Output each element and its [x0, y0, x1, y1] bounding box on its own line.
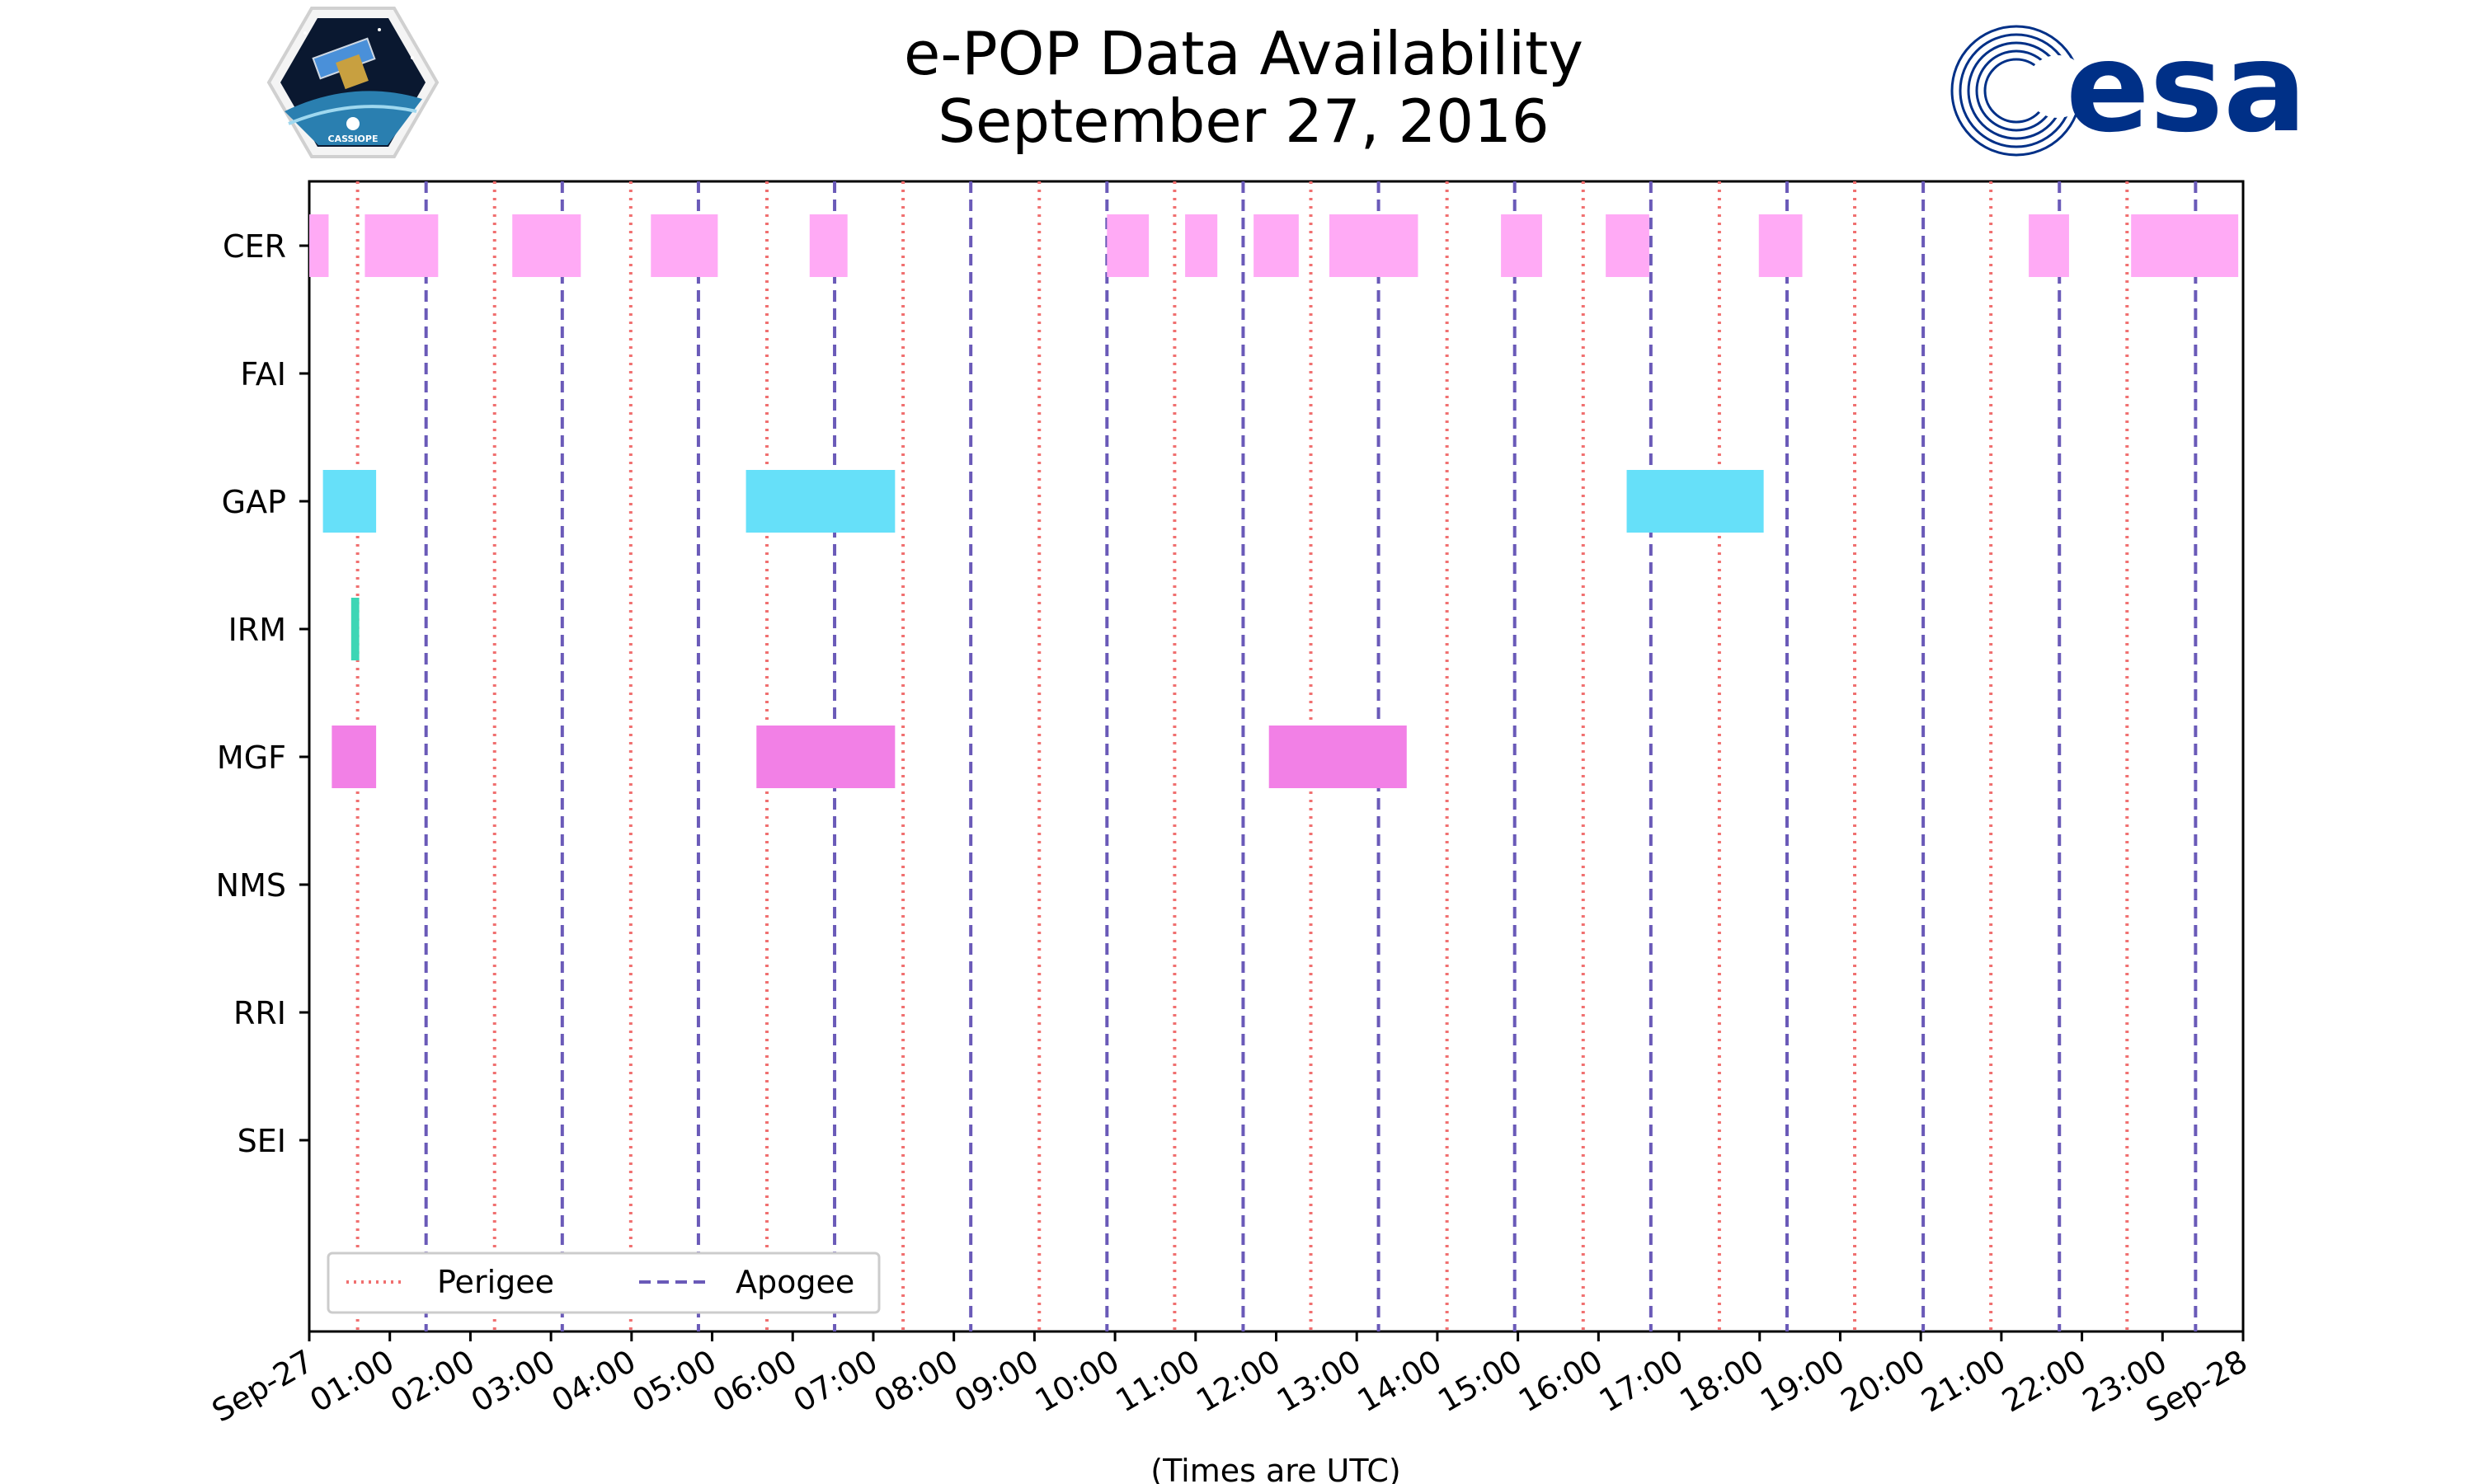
chart-title-line1: e-POP Data Availability — [904, 19, 1583, 88]
bar-cer — [365, 214, 439, 277]
y-tick-label-nms: NMS — [216, 867, 286, 904]
bar-irm — [350, 598, 360, 660]
y-tick-label-mgf: MGF — [217, 740, 286, 776]
esa-logo: esa — [1950, 16, 2307, 160]
x-axis-label: (Times are UTC) — [1150, 1453, 1400, 1484]
bar-mgf — [1268, 726, 1407, 788]
legend-apogee-label: Apogee — [736, 1264, 854, 1300]
orbit-event-lines — [355, 181, 2198, 1331]
bar-mgf — [332, 726, 377, 788]
y-axis: CER FAI GAP IRM MGF NMS RRI SEI — [216, 228, 309, 1159]
bar-gap — [1626, 470, 1764, 533]
legend-perigee-label: Perigee — [437, 1264, 554, 1300]
bar-gap — [745, 470, 896, 533]
y-tick-label-irm: IRM — [228, 612, 286, 648]
bar-cer — [1185, 214, 1218, 277]
y-tick-label-cer: CER — [223, 228, 286, 265]
y-tick-label-sei: SEI — [238, 1123, 286, 1159]
legend: Perigee Apogee — [327, 1252, 881, 1314]
y-tick-label-gap: GAP — [222, 484, 286, 520]
bar-cer — [2131, 214, 2239, 277]
y-tick-label-fai: FAI — [240, 356, 286, 392]
bar-cer — [651, 214, 718, 277]
bar-cer — [2029, 214, 2069, 277]
bar-cer — [1501, 214, 1542, 277]
bar-cer — [1253, 214, 1299, 277]
bar-cer — [809, 214, 848, 277]
y-tick-label-rri: RRI — [233, 995, 286, 1031]
bar-mgf — [756, 726, 896, 788]
chart-title-line2: September 27, 2016 — [938, 87, 1549, 156]
bar-cer — [1329, 214, 1418, 277]
esa-wordmark: esa — [2066, 16, 2307, 160]
cassiope-logo: CASSIOPE — [266, 7, 440, 158]
bar-cer — [512, 214, 581, 277]
bar-cer — [1758, 214, 1803, 277]
availability-bars — [309, 214, 2239, 788]
bar-cer — [309, 214, 329, 277]
bar-gap — [322, 470, 377, 533]
bar-cer — [1107, 214, 1150, 277]
bar-cer — [1606, 214, 1649, 277]
cassiope-label: CASSIOPE — [328, 134, 379, 144]
